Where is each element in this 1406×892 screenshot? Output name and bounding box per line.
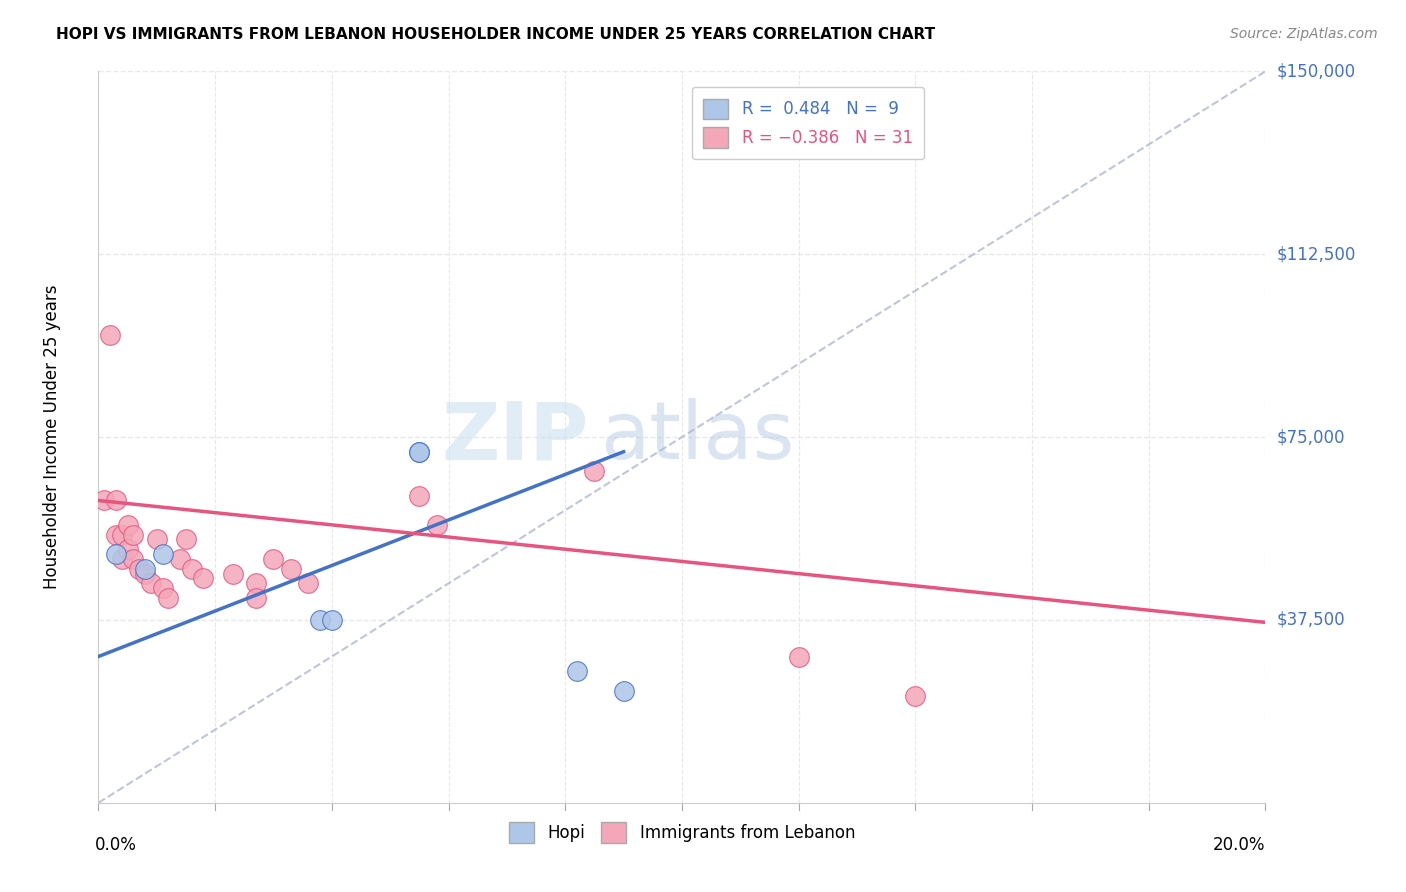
Point [583,464,606,478]
Text: $150,000: $150,000 [1277,62,1357,80]
Point [193,572,215,586]
Text: HOPI VS IMMIGRANTS FROM LEBANON HOUSEHOLDER INCOME UNDER 25 YEARS CORRELATION CH: HOPI VS IMMIGRANTS FROM LEBANON HOUSEHOL… [56,27,935,42]
Point [111,552,134,566]
Point [146,533,169,547]
Text: Householder Income Under 25 years: Householder Income Under 25 years [42,285,60,590]
Point [297,576,319,591]
Point [152,581,174,595]
Point [122,527,145,541]
Point [117,542,139,557]
Text: $37,500: $37,500 [1277,611,1346,629]
Point [321,613,343,627]
Point [117,517,139,532]
Point [139,576,162,591]
Point [134,562,156,576]
Point [104,493,127,508]
Point [104,547,127,561]
Point [262,552,284,566]
Text: $75,000: $75,000 [1277,428,1346,446]
Point [98,327,121,342]
Point [408,444,430,458]
Text: $112,500: $112,500 [1277,245,1357,263]
Point [111,527,134,541]
Point [104,527,127,541]
Text: ZIP: ZIP [441,398,589,476]
Point [426,517,449,532]
Text: 0.0%: 0.0% [96,836,136,854]
Point [221,566,243,581]
Point [180,562,202,576]
Point [122,552,145,566]
Point [152,547,174,561]
Legend: Hopi, Immigrants from Lebanon: Hopi, Immigrants from Lebanon [502,815,862,849]
Point [309,613,332,627]
Point [174,533,197,547]
Point [169,552,191,566]
Point [904,689,927,703]
Text: Source: ZipAtlas.com: Source: ZipAtlas.com [1230,27,1378,41]
Point [134,566,156,581]
Point [128,562,150,576]
Point [280,562,302,576]
Point [245,576,267,591]
Point [565,664,588,678]
Point [612,683,634,698]
Point [408,489,430,503]
Point [93,493,115,508]
Point [787,649,810,664]
Text: 20.0%: 20.0% [1213,836,1265,854]
Text: atlas: atlas [600,398,794,476]
Point [408,444,430,458]
Point [245,591,267,605]
Point [157,591,180,605]
